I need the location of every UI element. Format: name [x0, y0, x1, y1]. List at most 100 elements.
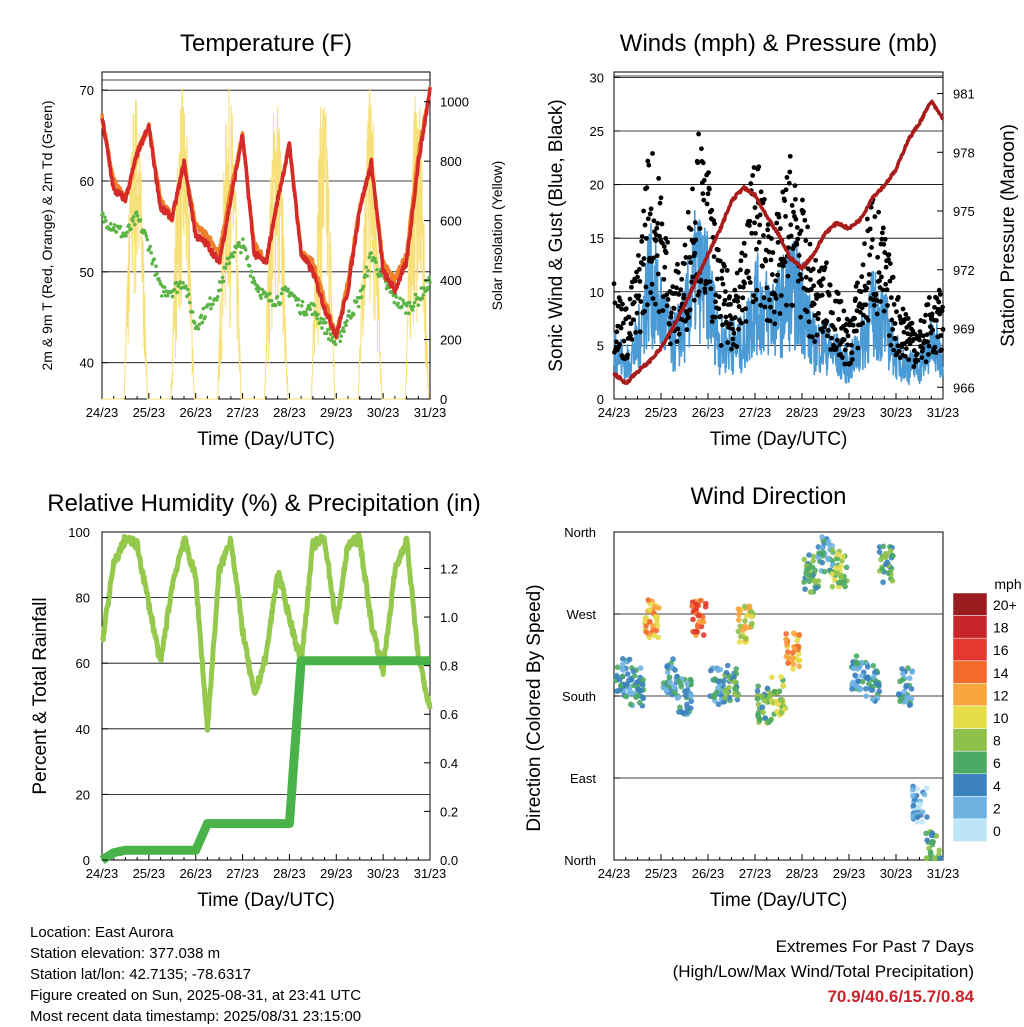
gust-point: [923, 312, 929, 318]
pressure-series: [612, 99, 945, 385]
direction-point: [671, 689, 678, 696]
gust-point: [885, 303, 890, 308]
gust-point: [795, 236, 801, 242]
gust-point: [891, 302, 897, 307]
gust-point: [842, 347, 848, 353]
gust-point: [772, 321, 778, 327]
direction-point: [870, 662, 877, 669]
gust-point: [866, 272, 872, 277]
y2-tick-label: 0.6: [440, 707, 458, 722]
gust-point: [801, 209, 806, 214]
direction-point: [717, 666, 724, 673]
station-latlon: Station lat/lon: 42.7135; -78.6317: [30, 966, 252, 983]
gust-point: [865, 317, 871, 323]
dewpoint-point: [321, 321, 325, 325]
gust-point: [864, 216, 870, 222]
panel-title: Winds (mph) & Pressure (mb): [620, 30, 937, 57]
direction-point: [683, 692, 689, 699]
dewpoint-point: [328, 332, 333, 336]
gust-point: [834, 337, 840, 343]
gust-point: [787, 169, 793, 175]
direction-point: [760, 709, 766, 716]
direction-point: [813, 585, 820, 591]
dewpoint-point: [231, 254, 235, 259]
gust-point: [636, 253, 641, 258]
dewpoint-point: [154, 264, 158, 269]
direction-point: [631, 672, 638, 679]
direction-point: [819, 559, 826, 566]
dewpoint-point: [199, 313, 204, 318]
legend-swatch: [952, 637, 988, 662]
direction-point: [833, 565, 839, 571]
direction-point: [684, 701, 690, 708]
gust-point: [715, 276, 720, 282]
gust-point: [921, 319, 927, 325]
dewpoint-point: [184, 284, 188, 288]
gust-point: [727, 294, 733, 299]
direction-point: [794, 638, 800, 644]
gust-point: [730, 326, 735, 332]
gust-point: [895, 343, 901, 349]
gust-point: [855, 280, 860, 286]
direction-point: [715, 701, 722, 708]
dewpoint-point: [297, 297, 301, 302]
legend-swatch: [952, 660, 988, 684]
gust-point: [814, 332, 820, 338]
dewpoint-point: [160, 294, 164, 298]
gust-point: [649, 281, 655, 287]
dewpoint-point: [300, 299, 305, 304]
direction-point: [910, 802, 917, 809]
direction-point: [843, 564, 850, 571]
gust-point: [824, 319, 830, 324]
direction-point: [746, 604, 753, 611]
gust-point: [818, 283, 824, 288]
direction-point: [722, 688, 729, 695]
gust-point: [849, 357, 855, 362]
gust-point: [934, 318, 939, 323]
gust-point: [688, 260, 694, 265]
direction-point: [654, 622, 661, 629]
dewpoint-point: [256, 289, 261, 294]
direction-point: [624, 671, 631, 677]
direction-point: [639, 682, 646, 688]
gust-point: [820, 329, 826, 335]
gust-point: [636, 266, 642, 272]
gust-point: [775, 272, 780, 278]
dewpoint-point: [259, 296, 263, 300]
gust-point: [940, 304, 945, 310]
gust-point: [732, 315, 738, 320]
gust-point: [734, 270, 740, 276]
dewpoint-point: [101, 211, 105, 216]
direction-point: [735, 628, 742, 635]
gust-point: [888, 342, 894, 348]
x-tick-label: 31/23: [414, 405, 447, 420]
gust-point: [782, 198, 788, 204]
direction-point: [801, 556, 808, 563]
gust-point: [930, 327, 936, 333]
direction-point: [712, 665, 719, 672]
direction-panel: 24/23 25/23 26/23 27/23 28/23 29/23 30/23 31/23…: [524, 483, 1022, 911]
direction-point: [707, 667, 714, 674]
direction-point: [842, 583, 848, 590]
gust-point: [822, 264, 828, 270]
gust-point: [625, 352, 631, 358]
dewpoint-point: [411, 304, 416, 309]
gust-point: [696, 131, 701, 137]
direction-point: [643, 629, 649, 635]
direction-point: [919, 809, 926, 815]
gust-point: [813, 257, 819, 263]
x-tick-label: 24/23: [598, 866, 631, 881]
gust-point: [754, 246, 759, 252]
dewpoint-point: [338, 339, 343, 344]
dewpoint-point: [312, 303, 317, 308]
solar-insolation-series: [101, 87, 431, 400]
gust-point: [844, 329, 850, 334]
direction-point: [872, 669, 878, 676]
gust-point: [926, 295, 932, 300]
y-tick-label: West: [567, 607, 597, 622]
gust-point: [877, 278, 882, 284]
direction-point: [806, 552, 812, 558]
gust-point: [835, 291, 841, 296]
direction-point: [903, 684, 909, 690]
y-axis-label: Direction (Colored By Speed): [524, 584, 545, 831]
